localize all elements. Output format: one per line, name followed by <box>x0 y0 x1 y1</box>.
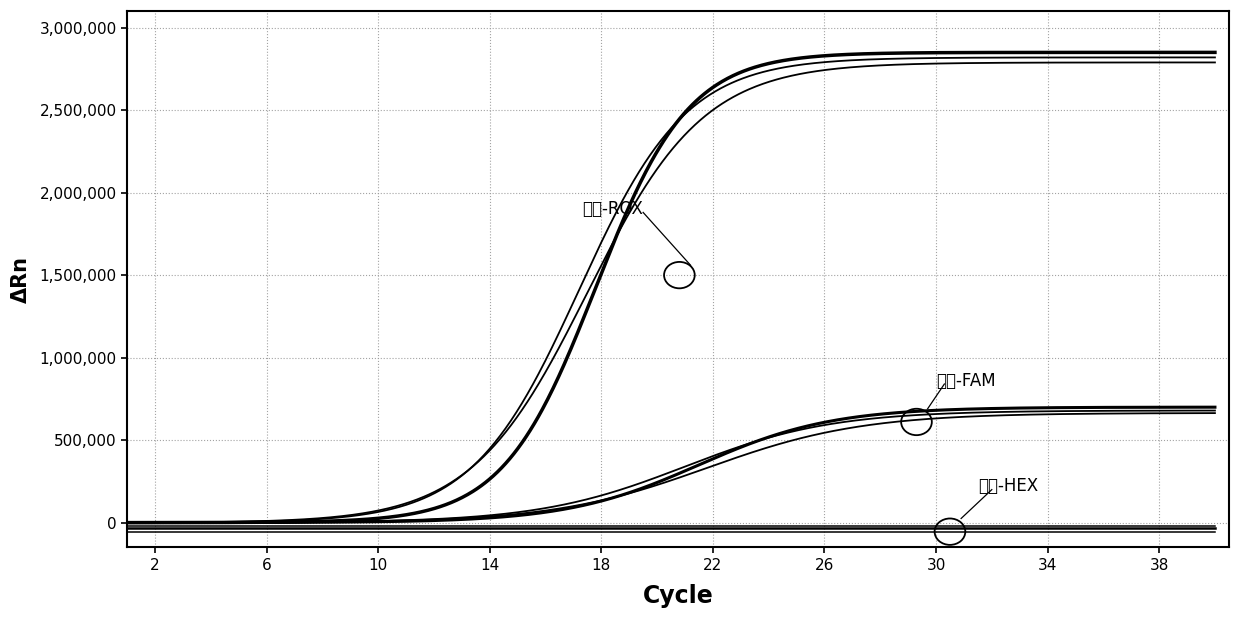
X-axis label: Cycle: Cycle <box>642 584 713 608</box>
Text: 奶牛-FAM: 奶牛-FAM <box>936 372 996 390</box>
Text: 骨驼-HEX: 骨驼-HEX <box>978 477 1038 495</box>
Y-axis label: ΔRn: ΔRn <box>11 256 31 303</box>
Text: 质控-ROX: 质控-ROX <box>582 200 642 218</box>
